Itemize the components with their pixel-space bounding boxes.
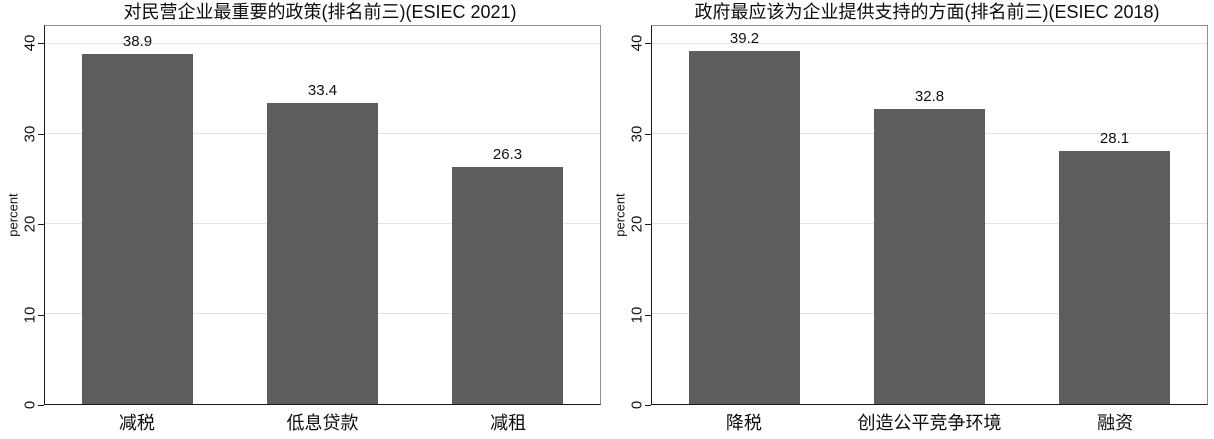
gridline-y40	[652, 43, 1207, 44]
bar-创造公平竞争环境: 32.8	[874, 88, 985, 404]
bar-融资: 28.1	[1059, 130, 1170, 404]
bar-减税: 38.9	[82, 33, 193, 404]
plot-area: 39.2 32.8 28.1	[651, 25, 1208, 405]
y-tick-label: 10	[21, 306, 39, 323]
y-tick-label: 0	[21, 400, 39, 410]
y-tick-mark	[645, 133, 651, 135]
bar-低息贷款: 33.4	[267, 82, 378, 404]
x-tick-label-创造公平竞争环境: 创造公平竞争环境	[857, 413, 1002, 433]
chart-esiec-2021: 对民营企业最重要的政策(排名前三)(ESIEC 2021) percent 38…	[5, 2, 601, 433]
x-tick-label-融资: 融资	[1097, 413, 1134, 433]
x-tick-label-减税: 减税	[118, 413, 155, 433]
bar-减租: 26.3	[452, 146, 563, 404]
bar-value-label: 26.3	[492, 146, 523, 164]
y-tick-label: 20	[628, 215, 646, 233]
y-tick-label: 10	[628, 306, 646, 323]
y-tick-label: 30	[628, 125, 646, 142]
x-tick-label-减租: 减租	[490, 413, 527, 433]
y-axis-label: percent	[5, 193, 21, 237]
y-tick-mark	[38, 43, 44, 45]
chart-title: 政府最应该为企业提供支持的方面(排名前三)(ESIEC 2018)	[694, 2, 1160, 22]
x-tick-label-降税: 降税	[725, 413, 762, 433]
y-tick-mark	[38, 133, 44, 135]
bar-降税: 39.2	[689, 30, 800, 404]
chart-title: 对民营企业最重要的政策(排名前三)(ESIEC 2021)	[123, 2, 517, 22]
y-tick-mark	[645, 405, 651, 406]
y-tick-mark	[38, 314, 44, 316]
y-tick-label: 0	[628, 400, 646, 410]
y-tick-label: 30	[21, 125, 39, 142]
y-tick-label: 20	[21, 215, 39, 233]
bar-value-label: 33.4	[307, 82, 338, 100]
gridline-y40	[45, 43, 600, 44]
x-tick-label-低息贷款: 低息贷款	[286, 413, 359, 433]
y-tick-mark	[645, 314, 651, 316]
y-tick-mark	[38, 405, 44, 406]
y-tick-mark	[645, 224, 651, 226]
y-axis-label: percent	[612, 193, 628, 237]
bar-value-label: 32.8	[914, 87, 945, 105]
y-tick-mark	[645, 43, 651, 45]
y-tick-label: 40	[628, 34, 646, 52]
plot-area: 38.9 33.4 26.3	[44, 25, 601, 405]
chart-esiec-2018: 政府最应该为企业提供支持的方面(排名前三)(ESIEC 2018) percen…	[607, 0, 1214, 439]
bar-value-label: 39.2	[729, 30, 760, 48]
y-tick-label: 40	[21, 34, 39, 52]
bar-value-label: 28.1	[1099, 130, 1130, 148]
bar-value-label: 38.9	[122, 32, 153, 50]
y-tick-mark	[38, 224, 44, 226]
